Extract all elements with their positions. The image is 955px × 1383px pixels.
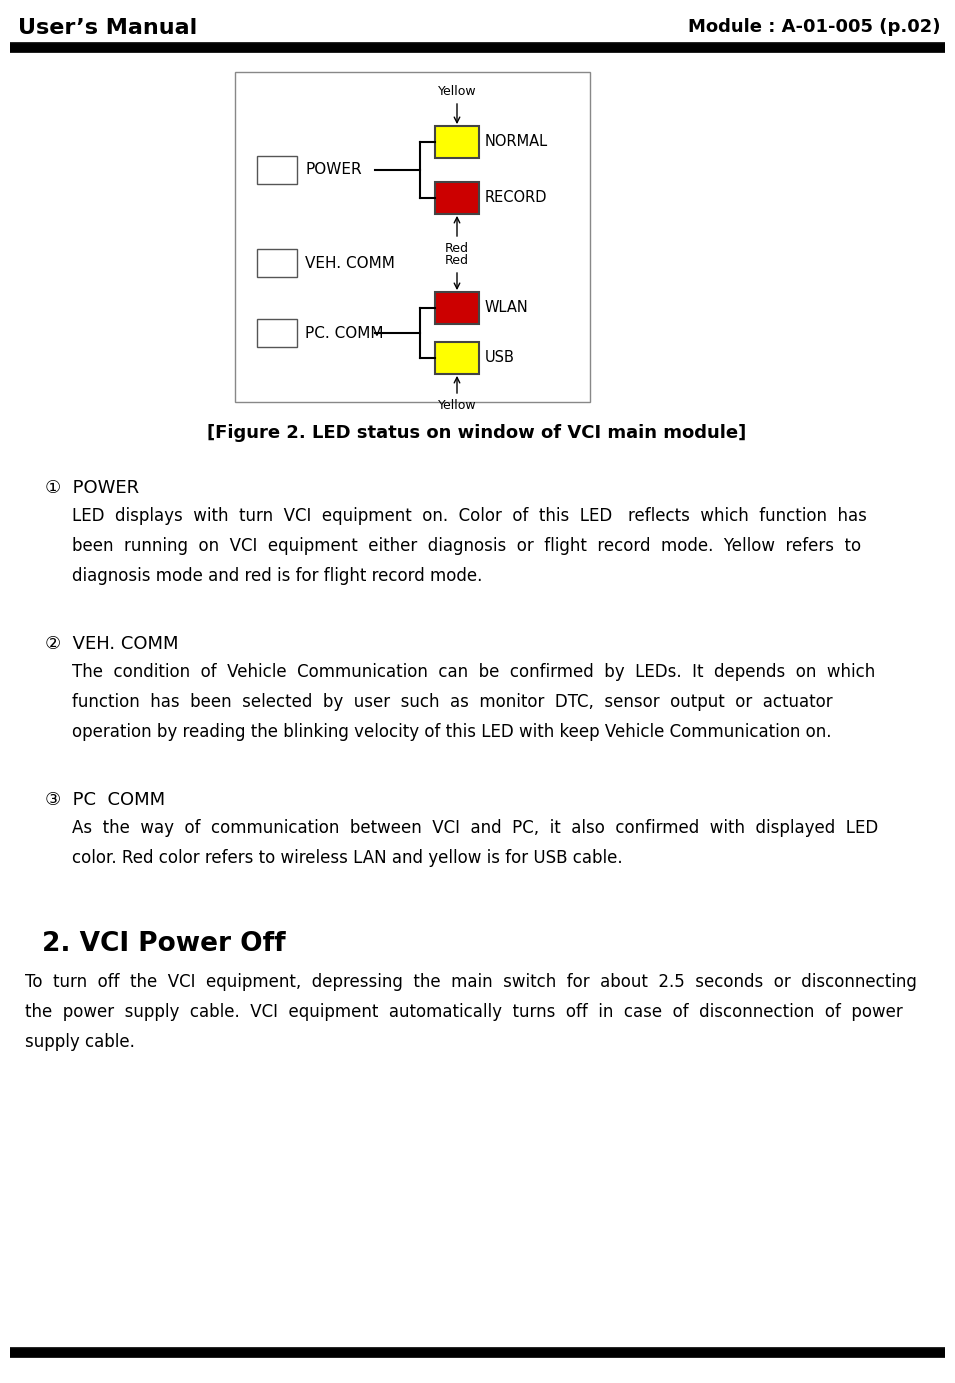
Text: VEH. COMM: VEH. COMM — [305, 256, 394, 271]
Text: As  the  way  of  communication  between  VCI  and  PC,  it  also  confirmed  wi: As the way of communication between VCI … — [72, 819, 879, 837]
Text: RECORD: RECORD — [485, 191, 547, 206]
Bar — [235, 72, 590, 402]
Text: USB: USB — [485, 350, 515, 365]
Text: The  condition  of  Vehicle  Communication  can  be  confirmed  by  LEDs.  It  d: The condition of Vehicle Communication c… — [72, 662, 875, 680]
Text: ①  POWER: ① POWER — [45, 479, 139, 496]
Text: ③  PC  COMM: ③ PC COMM — [45, 791, 165, 809]
Bar — [257, 156, 297, 184]
Text: Yellow: Yellow — [437, 400, 477, 412]
Text: NORMAL: NORMAL — [485, 134, 548, 149]
Bar — [435, 126, 479, 158]
Text: [Figure 2. LED status on window of VCI main module]: [Figure 2. LED status on window of VCI m… — [207, 425, 747, 443]
Text: the  power  supply  cable.  VCI  equipment  automatically  turns  off  in  case : the power supply cable. VCI equipment au… — [25, 1003, 902, 1021]
Text: been  running  on  VCI  equipment  either  diagnosis  or  flight  record  mode. : been running on VCI equipment either dia… — [72, 537, 861, 555]
Bar — [257, 319, 297, 347]
Text: Yellow: Yellow — [437, 84, 477, 98]
Text: LED  displays  with  turn  VCI  equipment  on.  Color  of  this  LED   reflects : LED displays with turn VCI equipment on.… — [72, 508, 867, 526]
Text: diagnosis mode and red is for flight record mode.: diagnosis mode and red is for flight rec… — [72, 567, 482, 585]
Bar — [257, 249, 297, 277]
Text: WLAN: WLAN — [485, 300, 529, 315]
Bar — [435, 183, 479, 214]
Text: Red: Red — [445, 254, 469, 267]
Bar — [435, 342, 479, 373]
Text: Red: Red — [445, 242, 469, 254]
Text: 2. VCI Power Off: 2. VCI Power Off — [42, 931, 286, 957]
Text: ②  VEH. COMM: ② VEH. COMM — [45, 635, 179, 653]
Text: To  turn  off  the  VCI  equipment,  depressing  the  main  switch  for  about  : To turn off the VCI equipment, depressin… — [25, 974, 917, 992]
Bar — [435, 292, 479, 324]
Text: function  has  been  selected  by  user  such  as  monitor  DTC,  sensor  output: function has been selected by user such … — [72, 693, 833, 711]
Text: color. Red color refers to wireless LAN and yellow is for USB cable.: color. Red color refers to wireless LAN … — [72, 849, 623, 867]
Text: operation by reading the blinking velocity of this LED with keep Vehicle Communi: operation by reading the blinking veloci… — [72, 723, 832, 741]
Text: Module : A-01-005 (p.02): Module : A-01-005 (p.02) — [688, 18, 940, 36]
Text: supply cable.: supply cable. — [25, 1033, 135, 1051]
Text: User’s Manual: User’s Manual — [18, 18, 198, 37]
Text: POWER: POWER — [305, 162, 362, 177]
Text: PC. COMM: PC. COMM — [305, 325, 384, 340]
